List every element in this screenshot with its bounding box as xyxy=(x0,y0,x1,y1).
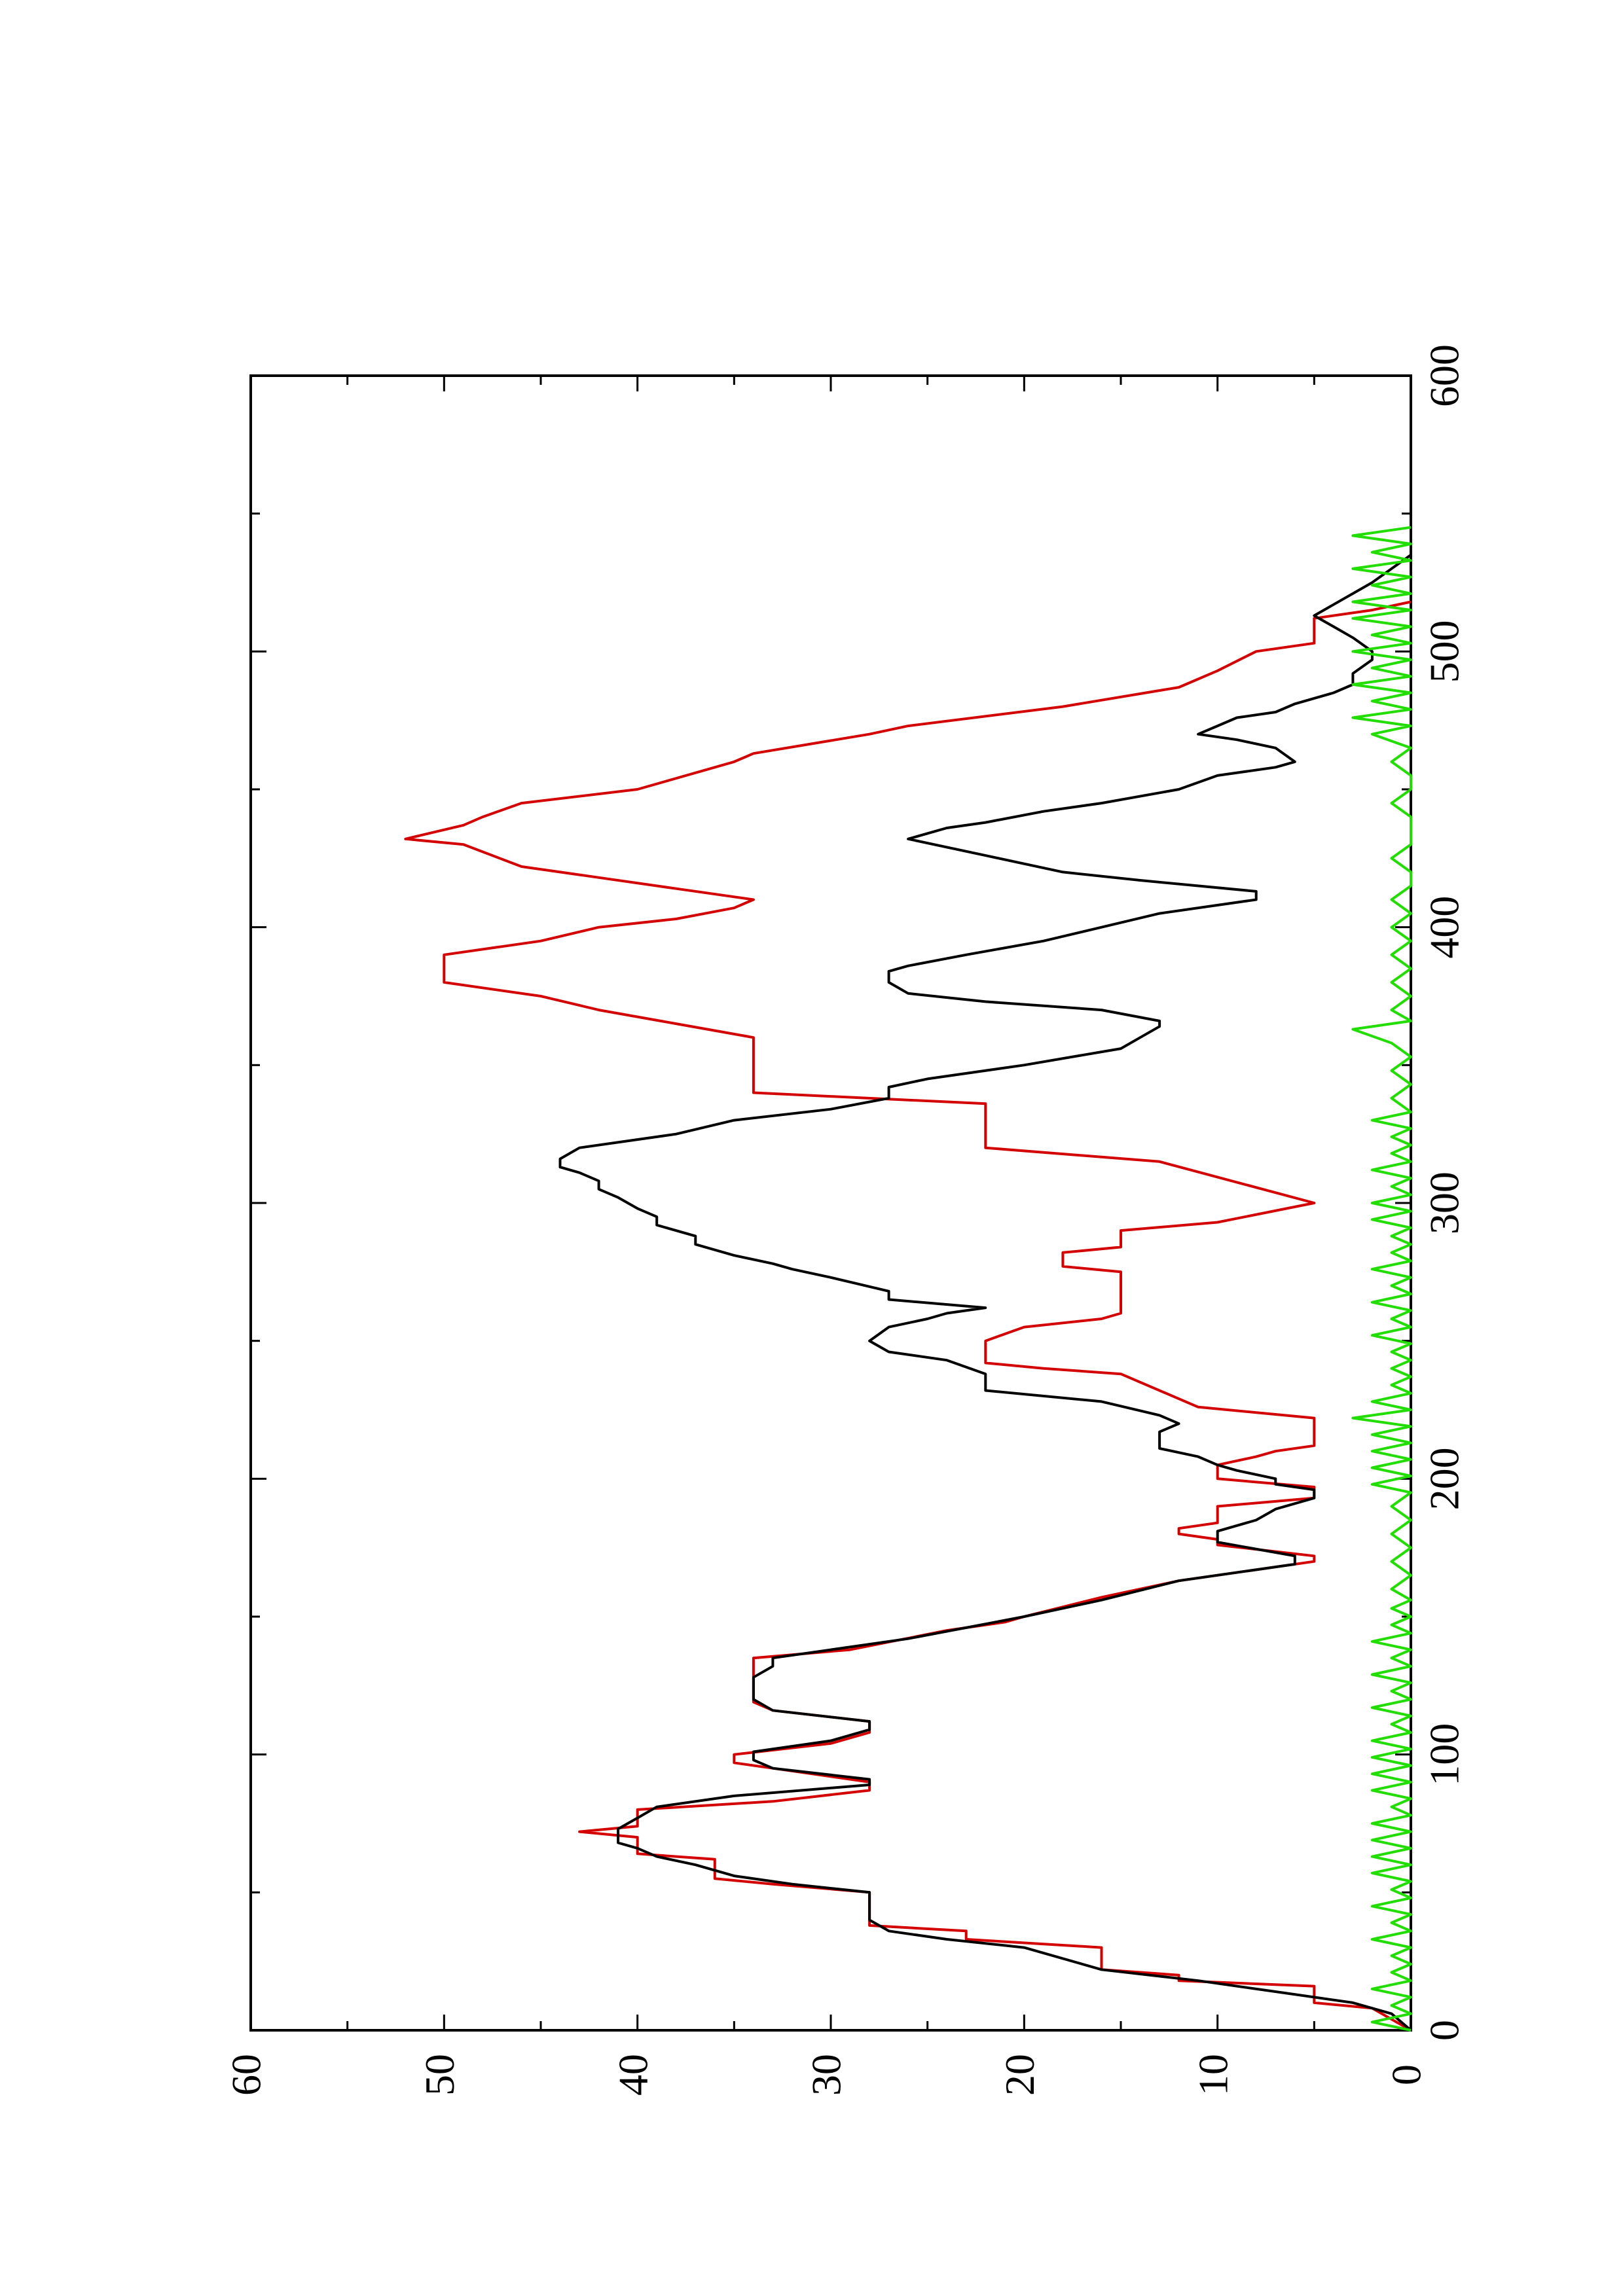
y-tick-label: 20 xyxy=(996,2054,1043,2096)
x-tick-label: 300 xyxy=(1421,1172,1468,1234)
axis-tick-labels: 0 100 200 300 400 500 600 0 10 20 30 40 50 60 xyxy=(223,344,1468,2096)
y-tick-label: 30 xyxy=(803,2054,850,2096)
x-tick-label: 400 xyxy=(1421,896,1468,959)
y-tick-label: 0 xyxy=(1383,2064,1430,2085)
y-tick-label: 60 xyxy=(223,2054,270,2096)
x-tick-label: 0 xyxy=(1421,2020,1468,2041)
series-lines xyxy=(404,526,1412,2032)
axis-ticks xyxy=(249,374,1412,2032)
series-line-2 xyxy=(558,527,1412,2032)
series-line-1 xyxy=(404,600,1412,2032)
y-tick-label: 40 xyxy=(610,2054,656,2096)
x-tick-label: 200 xyxy=(1421,1447,1468,1510)
plot-frame xyxy=(249,374,1412,2032)
y-tick-label: 50 xyxy=(416,2054,463,2096)
series-line-3 xyxy=(1351,526,1412,2032)
y-tick-label: 10 xyxy=(1190,2054,1236,2096)
x-tick-label: 600 xyxy=(1421,344,1468,407)
x-tick-label: 500 xyxy=(1421,620,1468,683)
x-tick-label: 100 xyxy=(1421,1723,1468,1786)
